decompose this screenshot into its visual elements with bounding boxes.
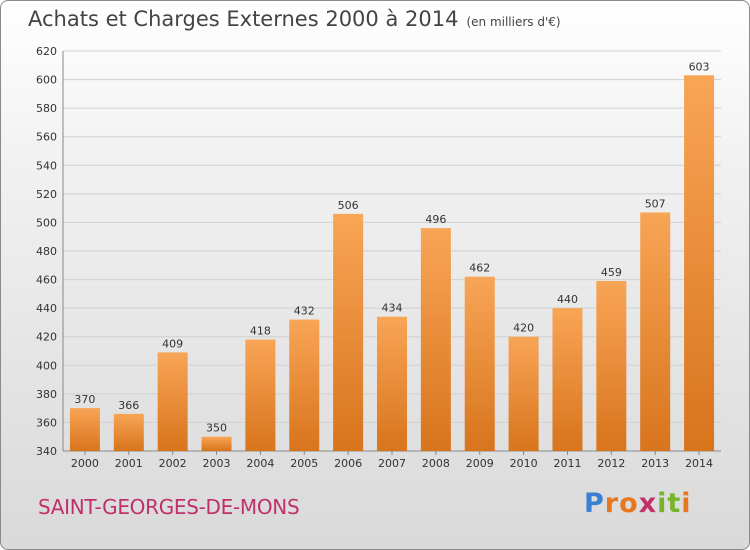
value-label: 370 bbox=[74, 393, 95, 406]
x-tick-label: 2001 bbox=[115, 457, 143, 470]
x-tick-label: 2014 bbox=[685, 457, 713, 470]
chart-title: Achats et Charges Externes 2000 à 2014 (e… bbox=[28, 7, 561, 31]
value-label: 506 bbox=[338, 199, 359, 212]
bar-2008 bbox=[420, 228, 451, 451]
title-text: Achats et Charges Externes 2000 à 2014 bbox=[28, 7, 459, 31]
x-tick-label: 2010 bbox=[510, 457, 538, 470]
logo-letter: x bbox=[638, 488, 658, 519]
y-tick-label: 540 bbox=[36, 159, 57, 172]
value-label: 420 bbox=[513, 322, 534, 335]
value-label: 409 bbox=[162, 337, 183, 350]
label-layer: 340 360 380 400 420 440 460 480 500 520 540 560 580 6… bbox=[36, 45, 713, 470]
bar-2002 bbox=[157, 352, 188, 451]
value-label: 507 bbox=[645, 197, 666, 210]
y-tick-label: 400 bbox=[36, 359, 57, 372]
value-label: 350 bbox=[206, 422, 227, 435]
logo-letter: t bbox=[667, 488, 682, 519]
proxiti-logo: Proxiti bbox=[584, 488, 692, 519]
y-tick-label: 380 bbox=[36, 388, 57, 401]
x-tick-label: 2004 bbox=[246, 457, 274, 470]
town-name: SAINT-GEORGES-DE-MONS bbox=[38, 495, 300, 519]
bar-2007 bbox=[377, 316, 407, 451]
y-tick-label: 440 bbox=[36, 302, 57, 315]
value-label: 496 bbox=[425, 213, 446, 226]
logo-letter: i bbox=[681, 488, 692, 519]
x-tick-label: 2013 bbox=[641, 457, 669, 470]
y-tick-label: 520 bbox=[36, 188, 57, 201]
y-tick-label: 420 bbox=[36, 331, 57, 344]
x-tick-label: 2000 bbox=[71, 457, 99, 470]
value-label: 462 bbox=[469, 262, 490, 275]
value-label: 432 bbox=[294, 305, 315, 318]
logo-letter: i bbox=[657, 488, 668, 519]
value-label: 603 bbox=[689, 60, 710, 73]
x-tick-label: 2008 bbox=[422, 457, 450, 470]
x-tick-label: 2002 bbox=[159, 457, 187, 470]
bar-2006 bbox=[333, 213, 364, 451]
logo-letter: P bbox=[584, 488, 605, 519]
bar-2000 bbox=[69, 408, 100, 451]
value-label: 418 bbox=[250, 325, 271, 338]
y-tick-label: 560 bbox=[36, 131, 57, 144]
value-label: 459 bbox=[601, 266, 622, 279]
chart-subtitle: (en milliers d'€) bbox=[466, 15, 561, 29]
bar-2009 bbox=[464, 276, 495, 451]
x-tick-label: 2007 bbox=[378, 457, 406, 470]
value-label: 434 bbox=[382, 302, 403, 315]
y-tick-label: 500 bbox=[36, 216, 57, 229]
bar-2014 bbox=[684, 75, 715, 452]
y-tick-label: 460 bbox=[36, 274, 57, 287]
bar-2013 bbox=[640, 212, 671, 451]
y-tick-label: 580 bbox=[36, 102, 57, 115]
x-tick-label: 2003 bbox=[203, 457, 231, 470]
x-tick-label: 2012 bbox=[597, 457, 625, 470]
value-label: 366 bbox=[118, 399, 139, 412]
bar-2001 bbox=[113, 413, 144, 451]
bar-2003 bbox=[201, 436, 232, 451]
bar-2005 bbox=[289, 319, 320, 451]
y-tick-label: 600 bbox=[36, 74, 57, 87]
bar-layer bbox=[69, 75, 715, 452]
x-tick-label: 2011 bbox=[553, 457, 581, 470]
value-label: 440 bbox=[557, 293, 578, 306]
bar-2010 bbox=[508, 336, 539, 451]
y-tick-label: 620 bbox=[36, 45, 57, 58]
logo-letter: o bbox=[619, 488, 639, 519]
x-tick-label: 2009 bbox=[466, 457, 494, 470]
bar-2011 bbox=[552, 308, 583, 451]
y-tick-label: 360 bbox=[36, 416, 57, 429]
y-tick-label: 340 bbox=[36, 445, 57, 458]
bar-2012 bbox=[596, 281, 627, 451]
x-tick-label: 2005 bbox=[290, 457, 318, 470]
logo-letter: r bbox=[604, 488, 620, 519]
y-tick-label: 480 bbox=[36, 245, 57, 258]
bar-2004 bbox=[245, 339, 276, 451]
x-tick-label: 2006 bbox=[334, 457, 362, 470]
